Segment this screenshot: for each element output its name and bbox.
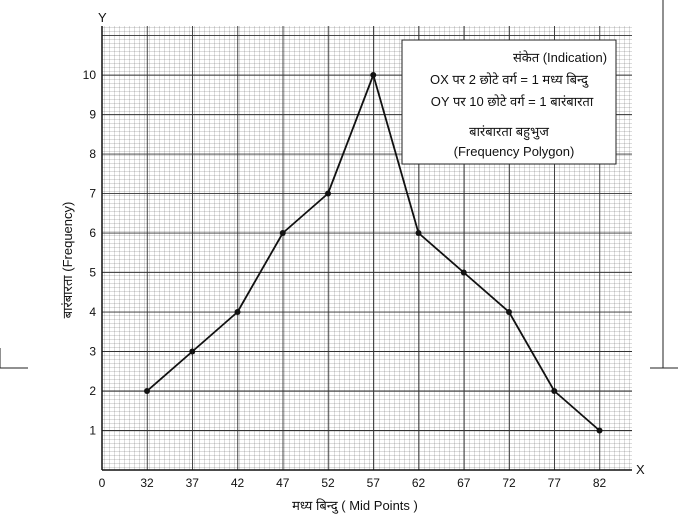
data-point [415,230,422,236]
data-point [370,72,377,78]
y-tick-label: 1 [89,424,96,438]
legend-line-4: बारंबारता बहुभुज [469,124,549,141]
y-tick-label: 6 [89,226,96,240]
legend-line-5: (Frequency Polygon) [454,144,575,159]
y-tick-label: 9 [89,108,96,122]
x-tick-label: 37 [186,476,200,490]
y-tick-label: 3 [89,345,96,359]
y-axis-title: बारंबारता (Frequency) [60,202,75,319]
x-tick-label: 57 [367,476,381,490]
data-point [189,348,196,355]
x-tick-label: 62 [412,476,426,490]
x-tick-label: 77 [548,476,562,490]
data-point [325,190,331,197]
y-tick-labels: 1 2 3 4 5 6 7 8 9 10 [83,68,97,438]
data-point [596,427,603,434]
y-tick-label: 2 [89,384,96,398]
data-point [506,309,512,315]
data-point [144,388,150,394]
x-tick-label: 52 [321,476,335,490]
legend-line-1: संकेत (Indication) [513,50,607,65]
data-point [279,230,286,236]
legend: संकेत (Indication) OX पर 2 छोटे वर्ग = 1… [401,39,617,165]
y-tick-label: 8 [89,147,96,161]
x-axis-letter: X [636,462,645,477]
x-tick-label: 47 [276,476,290,490]
x-tick-label: 67 [457,476,471,490]
y-tick-label: 5 [89,266,96,280]
data-point [460,269,467,276]
x-tick-labels: 0 32 37 42 47 52 57 62 67 72 77 82 [99,476,607,490]
series-group [144,72,603,434]
y-tick-label: 7 [89,187,96,201]
data-point [551,388,558,394]
y-tick-label: 10 [83,68,97,82]
x-tick-label: 82 [593,476,607,490]
y-tick-label: 4 [89,305,96,319]
data-point [234,309,241,315]
x-tick-label: 0 [99,476,106,490]
x-tick-label: 32 [140,476,154,490]
y-axis-letter: Y [98,10,107,25]
legend-line-2: OX पर 2 छोटे वर्ग = 1 मध्य बिन्दु [430,72,589,88]
x-tick-label: 72 [502,476,516,490]
legend-box [401,39,617,165]
x-axis-title: मध्य बिन्दु ( Mid Points ) [292,498,418,514]
x-tick-label: 42 [231,476,245,490]
legend-line-3: OY पर 10 छोटे वर्ग = 1 बारंबारता [431,94,594,109]
